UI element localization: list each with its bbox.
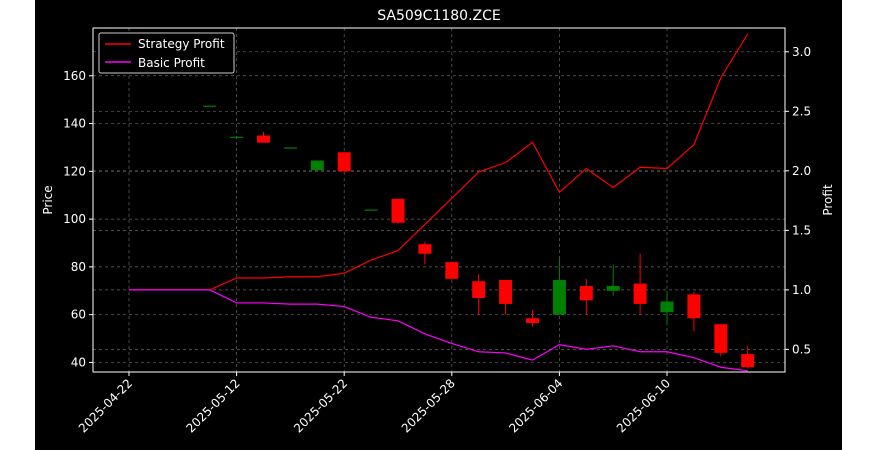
y-tick-label: 40 <box>71 355 86 369</box>
candle-body <box>257 135 270 143</box>
y2-tick-label: 1.5 <box>792 223 811 237</box>
legend-label-basic: Basic Profit <box>138 56 205 70</box>
y2-tick-label: 2.0 <box>792 164 811 178</box>
x-tick-label: 2025-06-04 <box>506 376 565 435</box>
y-axis-left: 40 60 80 100 120 140 160 <box>63 69 93 369</box>
candle-body <box>203 105 217 107</box>
candle-body <box>499 280 513 304</box>
x-tick-label: 2025-05-22 <box>291 376 350 435</box>
candle-body <box>230 136 244 138</box>
y2-axis-label: Profit <box>821 184 835 216</box>
x-axis: 2025-04-22 2025-05-12 2025-05-22 2025-05-28… <box>76 372 673 435</box>
candle-body <box>391 198 405 223</box>
line-layer <box>129 33 749 372</box>
candle-body <box>472 281 486 298</box>
y-tick-label: 160 <box>63 69 86 83</box>
candle-body <box>579 286 593 301</box>
basic-profit-line <box>129 289 748 372</box>
legend-label-strategy: Strategy Profit <box>138 37 225 51</box>
x-tick-label: 2025-04-22 <box>76 376 135 435</box>
x-tick-label: 2025-06-10 <box>614 376 673 435</box>
chart-title: SA509C1180.ZCE <box>377 8 501 24</box>
y-tick-label: 80 <box>71 260 86 274</box>
x-tick-label: 2025-05-28 <box>399 376 458 435</box>
candle-body <box>606 286 620 291</box>
candle-body <box>418 244 432 254</box>
x-tick-label: 2025-05-12 <box>184 376 243 435</box>
legend: Strategy Profit Basic Profit <box>98 32 235 74</box>
legend-box <box>98 32 235 74</box>
chart-svg: SA509C1180.ZCE 40 60 80 100 120 140 160 0.5 1.0… <box>41 8 835 435</box>
candle-body <box>687 294 701 319</box>
y2-tick-label: 1.0 <box>792 283 811 297</box>
candle-body <box>364 209 378 211</box>
y2-tick-label: 2.5 <box>792 104 811 118</box>
y-axis-right: 0.5 1.0 1.5 2.0 2.5 3.0 <box>785 45 811 356</box>
y2-tick-label: 3.0 <box>792 45 811 59</box>
candle-body <box>445 262 459 279</box>
candle-body <box>337 152 351 172</box>
candle-body <box>660 301 674 313</box>
candle-body <box>633 283 647 304</box>
candle-body <box>714 324 728 353</box>
y2-tick-label: 0.5 <box>792 342 811 356</box>
candle-body <box>310 160 324 171</box>
y-tick-label: 120 <box>63 164 86 178</box>
plot-frame <box>92 27 786 373</box>
chart-figure: SA509C1180.ZCE 40 60 80 100 120 140 160 0.5 1.0… <box>35 0 842 450</box>
candle-body <box>741 354 755 368</box>
candle-layer <box>122 51 755 369</box>
y-axis-label: Price <box>41 185 55 214</box>
y-tick-label: 100 <box>63 212 86 226</box>
y-tick-label: 140 <box>63 117 86 131</box>
candle-body <box>552 280 566 315</box>
y-tick-label: 60 <box>71 308 86 322</box>
grid-layer <box>93 28 785 372</box>
candle-body <box>526 318 539 324</box>
strategy-profit-line <box>129 33 749 291</box>
candle-body <box>283 147 297 149</box>
